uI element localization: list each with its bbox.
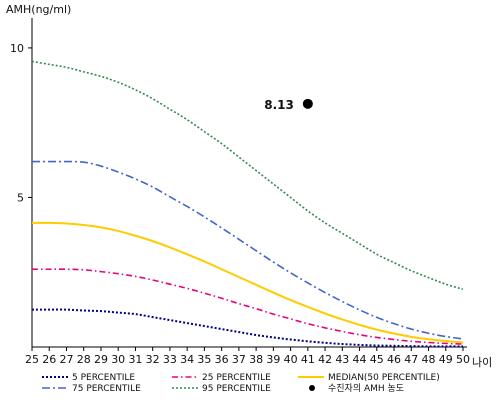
series-line-p5 xyxy=(31,308,463,348)
x-tick-label: 26 xyxy=(42,353,56,366)
x-tick-label: 40 xyxy=(284,353,298,366)
legend-label-p95: 95 PERCENTILE xyxy=(202,384,271,394)
x-tick-label: 34 xyxy=(180,353,194,366)
x-tick-label: 46 xyxy=(387,353,401,366)
x-tick-label: 47 xyxy=(404,353,418,366)
x-tick-label: 31 xyxy=(128,353,142,366)
x-tick-label: 25 xyxy=(25,353,39,366)
x-tick-label: 43 xyxy=(335,353,349,366)
legend-label-p5: 5 PERCENTILE xyxy=(72,373,135,383)
series-line-p95 xyxy=(31,60,464,291)
x-tick-label: 36 xyxy=(215,353,229,366)
legend-label-point: 수진자의 AMH 농도 xyxy=(328,383,404,394)
x-tick-label: 32 xyxy=(146,353,160,366)
x-tick-label: 45 xyxy=(370,353,384,366)
x-tick-label: 35 xyxy=(197,353,211,366)
y-tick-label: 5 xyxy=(17,191,24,204)
x-tick-label: 28 xyxy=(77,353,91,366)
x-tick-label: 44 xyxy=(353,353,367,366)
patient-amh-value-label: 8.13 xyxy=(264,98,294,112)
legend-label-p25: 25 PERCENTILE xyxy=(202,373,271,383)
legend: 5 PERCENTILE 25 PERCENTILE MEDIAN(50 PERCE… xyxy=(42,373,440,394)
x-tick-label: 41 xyxy=(301,353,315,366)
series-line-p75 xyxy=(31,160,464,340)
x-tick-label: 48 xyxy=(422,353,436,366)
legend-label-p75: 75 PERCENTILE xyxy=(72,384,141,394)
x-tick-label: 30 xyxy=(111,353,125,366)
x-tick-label: 33 xyxy=(163,353,177,366)
x-tick-label: 49 xyxy=(439,353,453,366)
patient-amh-point xyxy=(302,98,313,109)
legend-swatch-point xyxy=(309,385,315,391)
x-tick-label: 27 xyxy=(59,353,73,366)
x-tick-label: 42 xyxy=(318,353,332,366)
x-tick-label: 39 xyxy=(266,353,280,366)
x-tick-label: 38 xyxy=(249,353,263,366)
series-line-p25 xyxy=(31,268,464,345)
x-tick-label: 50 xyxy=(456,353,470,366)
series-line-median xyxy=(31,221,464,344)
legend-label-median: MEDIAN(50 PERCENTILE) xyxy=(328,373,440,383)
x-tick-label: 29 xyxy=(94,353,108,366)
x-axis-label: 나이 xyxy=(472,356,492,369)
y-axis-label: AMH(ng/ml) xyxy=(6,3,71,16)
x-tick-label: 37 xyxy=(232,353,246,366)
y-tick-label: 10 xyxy=(10,42,24,55)
